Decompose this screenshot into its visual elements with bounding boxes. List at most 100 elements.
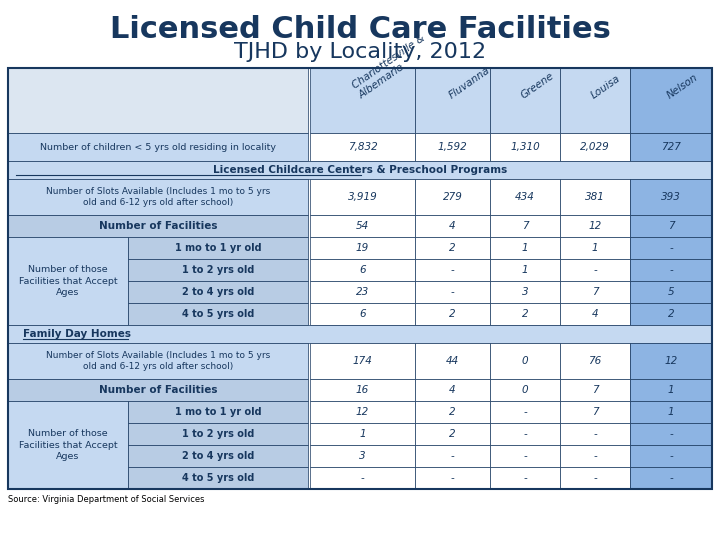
- Bar: [128, 281, 308, 303]
- Text: 7: 7: [592, 385, 598, 395]
- Text: 2: 2: [449, 407, 456, 417]
- Text: 4: 4: [592, 309, 598, 319]
- Text: 54: 54: [356, 221, 369, 231]
- Text: -: -: [593, 265, 597, 275]
- Text: -: -: [669, 451, 673, 461]
- Bar: [8, 237, 128, 325]
- Text: 1 mo to 1 yr old: 1 mo to 1 yr old: [175, 243, 261, 253]
- Bar: [415, 401, 490, 423]
- Bar: [128, 259, 308, 281]
- Text: 12: 12: [665, 356, 678, 366]
- Text: Fluvanna: Fluvanna: [447, 65, 492, 100]
- Bar: [560, 467, 630, 489]
- Text: 1: 1: [522, 243, 528, 253]
- Text: Family Day Homes: Family Day Homes: [23, 329, 131, 339]
- Bar: [630, 343, 712, 379]
- Bar: [8, 215, 308, 237]
- Bar: [8, 379, 308, 401]
- Bar: [630, 179, 712, 215]
- Bar: [490, 401, 560, 423]
- Text: 2: 2: [449, 309, 456, 319]
- Bar: [310, 179, 415, 215]
- Text: 12: 12: [588, 221, 602, 231]
- Bar: [415, 343, 490, 379]
- Bar: [490, 303, 560, 325]
- Text: 434: 434: [515, 192, 535, 202]
- Bar: [128, 467, 308, 489]
- Bar: [8, 343, 308, 379]
- Text: -: -: [593, 429, 597, 439]
- Text: 1: 1: [667, 385, 675, 395]
- Bar: [310, 401, 415, 423]
- Text: 19: 19: [356, 243, 369, 253]
- Text: 2 to 4 yrs old: 2 to 4 yrs old: [182, 451, 254, 461]
- Bar: [8, 68, 712, 489]
- Text: Louisa: Louisa: [589, 73, 622, 100]
- Text: Number of those
Facilities that Accept
Ages: Number of those Facilities that Accept A…: [19, 429, 117, 461]
- Text: Charlottesville &
Albemarle: Charlottesville & Albemarle: [350, 33, 433, 100]
- Text: Greene: Greene: [519, 71, 556, 100]
- Bar: [128, 423, 308, 445]
- Bar: [310, 445, 415, 467]
- Text: -: -: [523, 451, 527, 461]
- Text: -: -: [451, 265, 454, 275]
- Text: Number of Facilities: Number of Facilities: [99, 385, 217, 395]
- Bar: [415, 445, 490, 467]
- Bar: [310, 343, 415, 379]
- Text: 1 to 2 yrs old: 1 to 2 yrs old: [182, 265, 254, 275]
- Text: 2: 2: [449, 429, 456, 439]
- Bar: [490, 445, 560, 467]
- Bar: [630, 281, 712, 303]
- Text: 0: 0: [522, 356, 528, 366]
- Text: Licensed Child Care Facilities: Licensed Child Care Facilities: [109, 16, 611, 44]
- Text: -: -: [451, 287, 454, 297]
- Text: 16: 16: [356, 385, 369, 395]
- Text: 1: 1: [522, 265, 528, 275]
- Bar: [630, 68, 712, 133]
- Text: 1: 1: [592, 243, 598, 253]
- Bar: [630, 379, 712, 401]
- Bar: [128, 445, 308, 467]
- Text: 7: 7: [667, 221, 675, 231]
- Text: TJHD by Locality, 2012: TJHD by Locality, 2012: [234, 42, 486, 62]
- Bar: [310, 215, 415, 237]
- Text: 3: 3: [522, 287, 528, 297]
- Text: 5: 5: [667, 287, 675, 297]
- Bar: [310, 379, 415, 401]
- Text: 4: 4: [449, 385, 456, 395]
- Bar: [415, 133, 490, 161]
- Bar: [490, 379, 560, 401]
- Bar: [310, 237, 415, 259]
- Bar: [415, 237, 490, 259]
- Text: 727: 727: [661, 142, 681, 152]
- Text: 6: 6: [359, 265, 366, 275]
- Bar: [490, 259, 560, 281]
- Text: 12: 12: [356, 407, 369, 417]
- Bar: [630, 237, 712, 259]
- Text: 1 to 2 yrs old: 1 to 2 yrs old: [182, 429, 254, 439]
- Text: 1: 1: [359, 429, 366, 439]
- Bar: [560, 343, 630, 379]
- Bar: [8, 325, 712, 343]
- Text: 7: 7: [522, 221, 528, 231]
- Text: 0: 0: [522, 385, 528, 395]
- Bar: [560, 281, 630, 303]
- Bar: [630, 133, 712, 161]
- Text: -: -: [523, 407, 527, 417]
- Bar: [8, 179, 308, 215]
- Text: 279: 279: [443, 192, 462, 202]
- Bar: [630, 259, 712, 281]
- Bar: [490, 68, 560, 133]
- Bar: [490, 343, 560, 379]
- Text: 44: 44: [446, 356, 459, 366]
- Text: -: -: [593, 473, 597, 483]
- Bar: [310, 303, 415, 325]
- Text: 76: 76: [588, 356, 602, 366]
- Bar: [630, 467, 712, 489]
- Bar: [8, 161, 712, 179]
- Bar: [8, 133, 308, 161]
- Bar: [415, 303, 490, 325]
- Bar: [490, 133, 560, 161]
- Text: -: -: [361, 473, 364, 483]
- Bar: [490, 215, 560, 237]
